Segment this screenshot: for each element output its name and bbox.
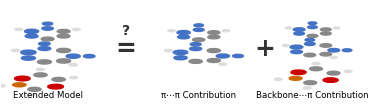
Circle shape xyxy=(289,76,302,80)
Circle shape xyxy=(25,29,39,33)
Circle shape xyxy=(208,31,220,34)
Circle shape xyxy=(84,54,95,58)
Circle shape xyxy=(323,78,338,82)
Circle shape xyxy=(57,29,70,33)
Circle shape xyxy=(25,34,38,38)
Circle shape xyxy=(216,54,229,58)
Circle shape xyxy=(57,48,71,53)
Circle shape xyxy=(0,85,5,87)
Circle shape xyxy=(168,30,175,32)
Circle shape xyxy=(274,78,282,80)
Circle shape xyxy=(321,32,331,35)
Circle shape xyxy=(320,44,332,47)
Circle shape xyxy=(15,28,23,31)
Circle shape xyxy=(285,27,292,29)
Circle shape xyxy=(304,53,316,57)
Text: Backbone⋯π Contribution: Backbone⋯π Contribution xyxy=(256,91,369,100)
Text: Extended Model: Extended Model xyxy=(12,91,83,100)
Circle shape xyxy=(291,50,302,54)
Circle shape xyxy=(344,70,352,72)
Circle shape xyxy=(174,50,188,54)
Text: =: = xyxy=(115,37,136,61)
Circle shape xyxy=(304,87,311,89)
Circle shape xyxy=(232,54,243,58)
Circle shape xyxy=(308,22,317,24)
Circle shape xyxy=(189,59,202,63)
Circle shape xyxy=(42,22,53,25)
Circle shape xyxy=(70,76,77,79)
Circle shape xyxy=(190,43,201,46)
Text: +: + xyxy=(254,37,275,61)
Circle shape xyxy=(69,64,77,66)
Circle shape xyxy=(308,26,317,29)
Circle shape xyxy=(327,71,340,75)
Circle shape xyxy=(38,47,51,50)
Circle shape xyxy=(330,56,337,58)
Circle shape xyxy=(305,38,314,41)
Circle shape xyxy=(48,84,64,89)
Circle shape xyxy=(307,34,318,37)
Circle shape xyxy=(13,83,26,87)
Circle shape xyxy=(310,67,322,71)
Circle shape xyxy=(178,35,190,39)
Circle shape xyxy=(304,42,315,45)
Circle shape xyxy=(207,49,220,53)
Circle shape xyxy=(14,76,30,81)
Circle shape xyxy=(294,32,304,35)
Circle shape xyxy=(57,59,71,63)
Circle shape xyxy=(293,28,305,31)
Circle shape xyxy=(342,49,352,52)
Circle shape xyxy=(219,63,227,65)
Text: π⋯π Contribution: π⋯π Contribution xyxy=(161,91,236,100)
Circle shape xyxy=(304,81,317,85)
Circle shape xyxy=(52,77,65,81)
Circle shape xyxy=(28,87,41,91)
Circle shape xyxy=(22,56,36,60)
Circle shape xyxy=(39,42,50,45)
Circle shape xyxy=(193,28,204,31)
Circle shape xyxy=(194,24,203,27)
Circle shape xyxy=(282,44,289,47)
Text: ?: ? xyxy=(122,24,130,38)
Circle shape xyxy=(208,35,220,39)
Circle shape xyxy=(333,27,340,29)
Circle shape xyxy=(66,54,80,58)
Circle shape xyxy=(190,47,202,51)
Circle shape xyxy=(37,68,45,71)
Circle shape xyxy=(11,49,20,52)
Circle shape xyxy=(321,28,331,31)
Circle shape xyxy=(34,73,47,77)
Circle shape xyxy=(312,62,320,65)
Circle shape xyxy=(42,27,53,30)
Circle shape xyxy=(222,30,229,32)
Circle shape xyxy=(174,56,187,60)
Circle shape xyxy=(207,59,220,62)
Circle shape xyxy=(28,94,36,96)
Circle shape xyxy=(37,60,51,64)
Circle shape xyxy=(193,38,205,42)
Circle shape xyxy=(177,31,190,34)
Circle shape xyxy=(21,50,36,55)
Circle shape xyxy=(328,49,340,52)
Circle shape xyxy=(164,49,172,52)
Circle shape xyxy=(320,52,332,56)
Circle shape xyxy=(290,45,303,49)
Circle shape xyxy=(57,34,70,38)
Circle shape xyxy=(41,37,54,41)
Circle shape xyxy=(73,28,80,31)
Circle shape xyxy=(291,70,306,75)
